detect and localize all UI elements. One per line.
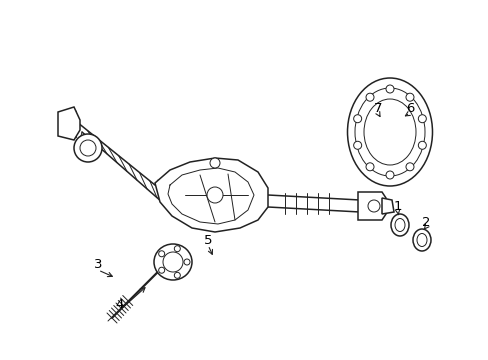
Circle shape — [385, 85, 393, 93]
Ellipse shape — [412, 229, 430, 251]
Circle shape — [405, 93, 413, 101]
Circle shape — [158, 251, 164, 257]
Circle shape — [183, 259, 190, 265]
Ellipse shape — [390, 214, 408, 236]
Ellipse shape — [354, 88, 424, 176]
Circle shape — [158, 267, 164, 273]
Ellipse shape — [416, 234, 426, 247]
Circle shape — [353, 141, 361, 149]
Polygon shape — [381, 198, 393, 214]
Circle shape — [206, 187, 223, 203]
Circle shape — [174, 246, 180, 252]
Circle shape — [417, 115, 426, 123]
Ellipse shape — [347, 78, 431, 186]
Ellipse shape — [74, 134, 102, 162]
Circle shape — [385, 171, 393, 179]
Text: 4: 4 — [116, 298, 124, 311]
Text: 2: 2 — [421, 216, 429, 229]
Ellipse shape — [363, 99, 415, 165]
Circle shape — [405, 163, 413, 171]
Circle shape — [209, 158, 220, 168]
Text: 1: 1 — [393, 201, 402, 213]
Circle shape — [365, 93, 373, 101]
Text: 5: 5 — [203, 234, 212, 247]
Text: 7: 7 — [373, 102, 382, 114]
Circle shape — [367, 200, 379, 212]
Circle shape — [417, 141, 426, 149]
Text: 3: 3 — [94, 258, 102, 271]
Circle shape — [365, 163, 373, 171]
Ellipse shape — [154, 244, 192, 280]
Ellipse shape — [394, 219, 404, 231]
Ellipse shape — [80, 140, 96, 156]
Polygon shape — [155, 158, 267, 232]
Circle shape — [353, 115, 361, 123]
Polygon shape — [357, 192, 385, 220]
Polygon shape — [58, 107, 80, 140]
Circle shape — [163, 252, 183, 272]
Text: 6: 6 — [405, 102, 413, 114]
Circle shape — [174, 272, 180, 278]
